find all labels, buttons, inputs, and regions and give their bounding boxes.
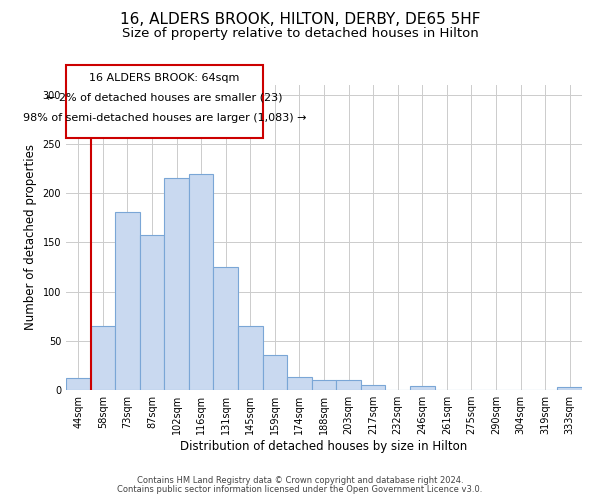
Text: Contains HM Land Registry data © Crown copyright and database right 2024.: Contains HM Land Registry data © Crown c… — [137, 476, 463, 485]
Text: 16 ALDERS BROOK: 64sqm: 16 ALDERS BROOK: 64sqm — [89, 73, 239, 83]
Text: Size of property relative to detached houses in Hilton: Size of property relative to detached ho… — [122, 28, 478, 40]
Bar — [238, 326, 263, 390]
Bar — [189, 174, 214, 390]
Bar — [557, 387, 582, 390]
Text: ← 2% of detached houses are smaller (23): ← 2% of detached houses are smaller (23) — [46, 93, 283, 103]
Bar — [410, 386, 434, 390]
Bar — [312, 380, 336, 390]
Bar — [140, 234, 164, 390]
Bar — [361, 385, 385, 390]
Bar — [115, 212, 140, 390]
Y-axis label: Number of detached properties: Number of detached properties — [24, 144, 37, 330]
Bar — [66, 378, 91, 390]
Bar — [263, 354, 287, 390]
Bar — [164, 178, 189, 390]
Bar — [287, 377, 312, 390]
Bar — [214, 267, 238, 390]
Text: 98% of semi-detached houses are larger (1,083) →: 98% of semi-detached houses are larger (… — [23, 113, 306, 123]
X-axis label: Distribution of detached houses by size in Hilton: Distribution of detached houses by size … — [181, 440, 467, 453]
Bar — [336, 380, 361, 390]
Text: Contains public sector information licensed under the Open Government Licence v3: Contains public sector information licen… — [118, 485, 482, 494]
Text: 16, ALDERS BROOK, HILTON, DERBY, DE65 5HF: 16, ALDERS BROOK, HILTON, DERBY, DE65 5H… — [120, 12, 480, 28]
Bar — [91, 326, 115, 390]
